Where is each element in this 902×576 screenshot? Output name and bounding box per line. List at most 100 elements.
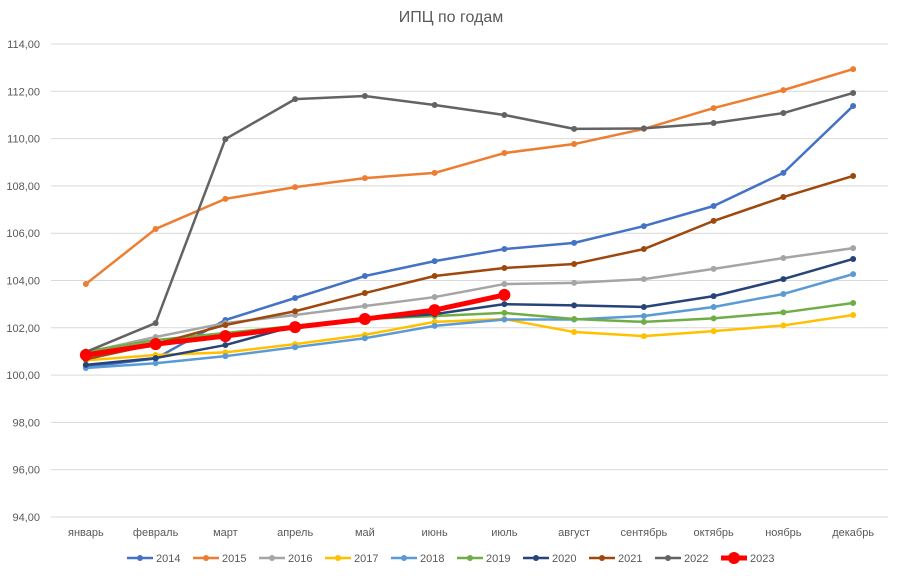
data-point [222, 136, 229, 143]
data-point [431, 322, 438, 329]
data-point [289, 321, 302, 334]
data-point [501, 150, 508, 157]
legend-item-2022: 2022 [655, 553, 708, 565]
legend-marker [728, 552, 740, 564]
x-tick-label: январь [68, 527, 104, 539]
legend-marker [335, 555, 341, 561]
x-tick-label: сентябрь [620, 527, 667, 539]
data-point [571, 316, 578, 323]
legend-label: 2015 [222, 553, 246, 565]
data-point [152, 360, 159, 367]
data-point [640, 312, 647, 319]
x-tick-label: февраль [133, 527, 179, 539]
legend-marker [401, 555, 407, 561]
data-point [640, 276, 647, 283]
data-point [850, 299, 857, 306]
data-point [850, 102, 857, 109]
x-tick-label: июнь [422, 527, 448, 539]
legend-item-2014: 2014 [127, 553, 180, 565]
data-point [640, 318, 647, 325]
data-point [222, 321, 229, 328]
x-tick-label: октябрь [694, 527, 734, 539]
legend-label: 2014 [156, 553, 180, 565]
x-tick-label: август [558, 527, 590, 539]
data-point [710, 203, 717, 210]
data-point [710, 217, 717, 224]
x-tick-label: декабрь [832, 527, 874, 539]
data-point [710, 265, 717, 272]
data-point [780, 322, 787, 329]
data-point [82, 361, 89, 368]
data-point [222, 353, 229, 360]
data-point [571, 302, 578, 309]
data-point [431, 294, 438, 301]
legend-item-2023: 2023 [721, 552, 774, 565]
data-point [780, 194, 787, 201]
legend-label: 2022 [684, 553, 708, 565]
legend-label: 2017 [354, 553, 378, 565]
legend-marker [269, 555, 275, 561]
y-tick-label: 98,00 [12, 417, 40, 429]
data-point [780, 309, 787, 316]
data-point [361, 175, 368, 182]
data-point [710, 315, 717, 322]
series-2023 [79, 288, 511, 361]
series-line-2018 [85, 272, 854, 370]
data-point [222, 195, 229, 202]
series-line-2016 [85, 246, 854, 354]
data-point [152, 320, 159, 327]
data-point [292, 295, 299, 302]
series-line-2019 [85, 301, 854, 353]
data-point [361, 273, 368, 280]
data-point [431, 102, 438, 109]
data-point [149, 338, 162, 351]
x-tick-label: май [355, 527, 375, 539]
legend-item-2016: 2016 [259, 553, 312, 565]
legend-marker [203, 555, 209, 561]
data-point [358, 313, 371, 326]
data-point [710, 293, 717, 300]
data-point [571, 239, 578, 246]
data-point [780, 255, 787, 262]
data-point [431, 258, 438, 265]
y-tick-label: 108,00 [6, 181, 40, 193]
data-point [850, 271, 857, 278]
legend-label: 2021 [618, 553, 642, 565]
data-point [640, 246, 647, 253]
data-point [850, 245, 857, 252]
data-point [498, 288, 511, 301]
data-point [82, 281, 89, 288]
series-line-2021 [85, 174, 854, 361]
y-tick-label: 110,00 [7, 134, 40, 146]
data-point [152, 225, 159, 232]
chart-title: ИПЦ по годам [399, 9, 504, 26]
data-point [292, 344, 299, 351]
data-point [501, 246, 508, 253]
legend-label: 2023 [750, 553, 774, 565]
series-2018 [82, 271, 857, 372]
series-line-2022 [85, 91, 854, 354]
y-tick-label: 102,00 [6, 323, 40, 335]
x-tick-label: апрель [277, 527, 313, 539]
data-point [501, 309, 508, 316]
data-point [428, 304, 441, 317]
data-point [850, 89, 857, 96]
data-point [640, 125, 647, 132]
data-point [780, 169, 787, 176]
data-point [640, 333, 647, 340]
data-point [361, 335, 368, 342]
data-point [850, 172, 857, 179]
y-tick-label: 114,00 [7, 39, 40, 51]
data-point [571, 260, 578, 267]
legend-marker [467, 555, 473, 561]
data-point [571, 141, 578, 148]
series-2017 [82, 312, 857, 364]
data-point [152, 355, 159, 362]
data-point [710, 303, 717, 310]
x-tick-label: март [213, 527, 238, 539]
y-tick-label: 106,00 [6, 228, 40, 240]
data-point [571, 125, 578, 132]
data-point [501, 111, 508, 118]
data-point [292, 308, 299, 315]
